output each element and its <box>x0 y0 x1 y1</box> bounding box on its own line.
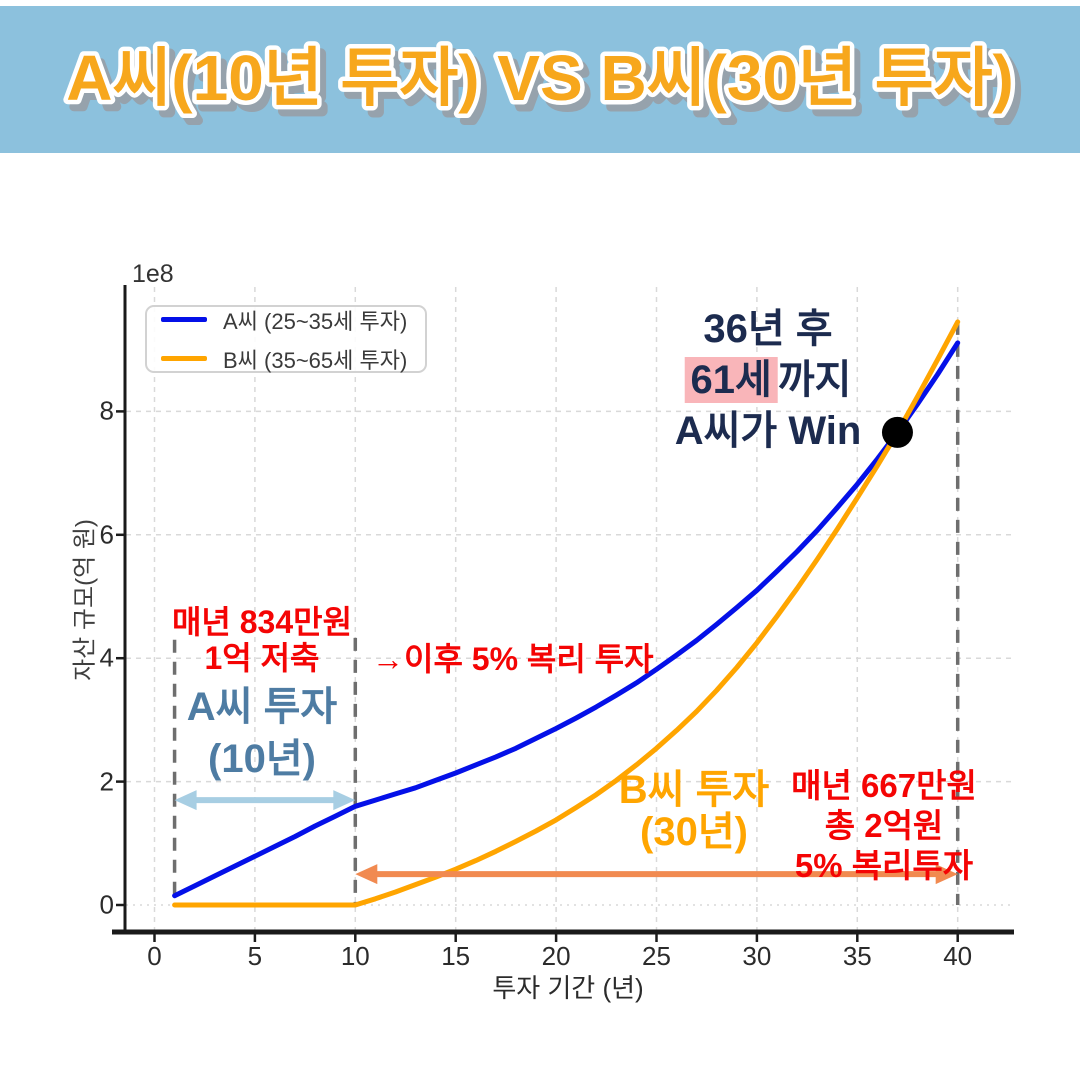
tick-layer <box>116 410 959 942</box>
annotation-win: 36년 후 61세 까지 A씨가 Win <box>675 304 862 457</box>
y-axis-offset-label: 1e8 <box>132 260 174 288</box>
annotation-win-line3: A씨가 Win <box>674 409 862 453</box>
header-title-svg: A씨(10년 투자) VS B씨(30년 투자) A씨(10년 투자) VS B… <box>62 38 1025 126</box>
annotation-win-line2-rest: 까지 <box>777 358 852 402</box>
annotation-savings-b-line1: 매년 667만원 <box>791 767 977 804</box>
annotation-win-line1: 36년 후 <box>703 307 833 351</box>
annotation-invest-b: B씨 투자 (30년) <box>619 769 769 853</box>
series-line-a <box>172 340 961 899</box>
period-arrow-b-right-head <box>935 864 958 885</box>
x-tick-label-5: 5 <box>247 941 263 971</box>
x-tick-label-0: 0 <box>147 941 162 971</box>
x-tick-label-20: 20 <box>541 941 571 971</box>
series-line-b <box>172 319 961 908</box>
y-tick-label-0: 0 <box>99 889 114 920</box>
legend: A씨 (25~35세 투자) B씨 (35~65세 투자) <box>145 305 427 373</box>
legend-swatch-series-b <box>161 356 207 361</box>
x-tick-label-10: 10 <box>340 941 370 971</box>
header-band <box>0 6 1080 153</box>
legend-row-b: B씨 (35~65세 투자) <box>147 343 425 375</box>
legend-label-series-b: B씨 (35~65세 투자) <box>223 347 408 373</box>
y-tick-label-8: 8 <box>99 395 114 426</box>
period-arrow-b-left-head <box>355 864 378 885</box>
annotation-win-line2: 61세 까지 <box>675 355 862 406</box>
annotation-savings-b-line3: 5% 복리투자 <box>794 847 974 884</box>
page-title-shadow: A씨(10년 투자) VS B씨(30년 투자) <box>72 49 1020 121</box>
legend-label-series-a: A씨 (25~35세 투자) <box>223 308 408 334</box>
annotation-win-highlight: 61세 <box>684 357 778 403</box>
annotation-savings-a-line2: 1억 저축 <box>204 640 320 676</box>
annotation-savings-a: 매년 834만원 1억 저축 <box>172 604 352 676</box>
period-arrow-layer <box>174 790 958 885</box>
annotation-savings-b-line2: 총 2억원 <box>824 807 944 844</box>
annotation-invest-a: A씨 투자 (10년) <box>187 681 337 785</box>
annotation-invest-a-line1: A씨 투자 <box>186 685 338 729</box>
y-tick-label-2: 2 <box>99 766 114 797</box>
period-arrow-a-left-head <box>174 790 197 811</box>
annotation-invest-b-line1: B씨 투자 <box>618 768 770 812</box>
x-tick-label-15: 15 <box>441 941 471 971</box>
annotation-savings-a-line1: 매년 834만원 <box>171 604 353 640</box>
reference-line-layer <box>172 321 960 905</box>
x-tick-label-30: 30 <box>742 941 772 971</box>
annotation-after-invest: →이후 5% 복리 투자 <box>372 641 654 677</box>
y-tick-label-6: 6 <box>99 519 114 550</box>
annotation-invest-b-line2: (30년) <box>640 810 748 854</box>
series-layer <box>172 319 961 908</box>
x-tick-label-25: 25 <box>642 941 671 971</box>
x-tick-label-40: 40 <box>943 941 973 971</box>
x-tick-label-35: 35 <box>842 941 872 971</box>
page-title: A씨(10년 투자) VS B씨(30년 투자) <box>66 42 1014 114</box>
annotation-savings-b: 매년 667만원 총 2억원 5% 복리투자 <box>791 766 977 886</box>
y-tick-label-4: 4 <box>99 642 114 673</box>
legend-row-a: A씨 (25~35세 투자) <box>147 304 425 336</box>
period-arrow-a-right-head <box>333 790 356 811</box>
annotation-invest-a-line2: (10년) <box>208 737 316 781</box>
x-axis-title: 투자 기간 (년) <box>492 973 644 1003</box>
legend-swatch-series-a <box>161 317 207 322</box>
crossover-dot <box>881 416 913 448</box>
